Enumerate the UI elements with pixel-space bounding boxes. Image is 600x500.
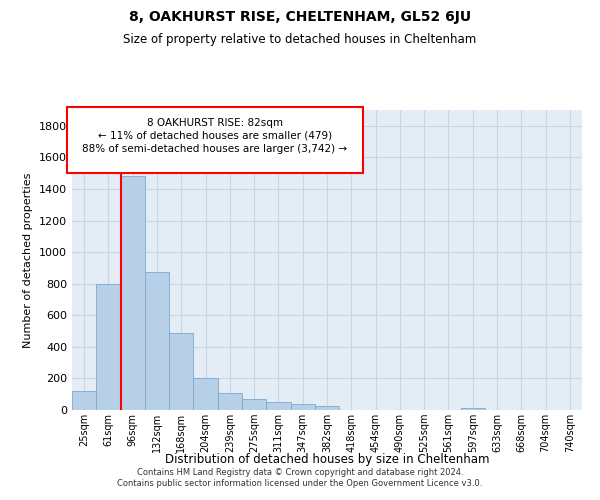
Text: 8, OAKHURST RISE, CHELTENHAM, GL52 6JU: 8, OAKHURST RISE, CHELTENHAM, GL52 6JU bbox=[129, 10, 471, 24]
Bar bbox=[145, 272, 169, 410]
Text: Size of property relative to detached houses in Cheltenham: Size of property relative to detached ho… bbox=[124, 32, 476, 46]
Bar bbox=[96, 284, 121, 410]
Bar bbox=[461, 408, 485, 410]
Y-axis label: Number of detached properties: Number of detached properties bbox=[23, 172, 34, 348]
Bar bbox=[218, 392, 242, 410]
Text: 8 OAKHURST RISE: 82sqm: 8 OAKHURST RISE: 82sqm bbox=[147, 118, 283, 128]
Bar bbox=[290, 404, 315, 410]
Text: 88% of semi-detached houses are larger (3,742) →: 88% of semi-detached houses are larger (… bbox=[82, 144, 347, 154]
Text: ← 11% of detached houses are smaller (479): ← 11% of detached houses are smaller (47… bbox=[98, 131, 332, 141]
Bar bbox=[169, 332, 193, 410]
Bar bbox=[121, 176, 145, 410]
Bar bbox=[266, 402, 290, 410]
Bar bbox=[315, 406, 339, 410]
Text: Distribution of detached houses by size in Cheltenham: Distribution of detached houses by size … bbox=[165, 454, 489, 466]
Bar bbox=[242, 399, 266, 410]
Bar bbox=[193, 378, 218, 410]
Bar bbox=[72, 391, 96, 410]
FancyBboxPatch shape bbox=[67, 107, 363, 173]
Text: Contains HM Land Registry data © Crown copyright and database right 2024.
Contai: Contains HM Land Registry data © Crown c… bbox=[118, 468, 482, 487]
